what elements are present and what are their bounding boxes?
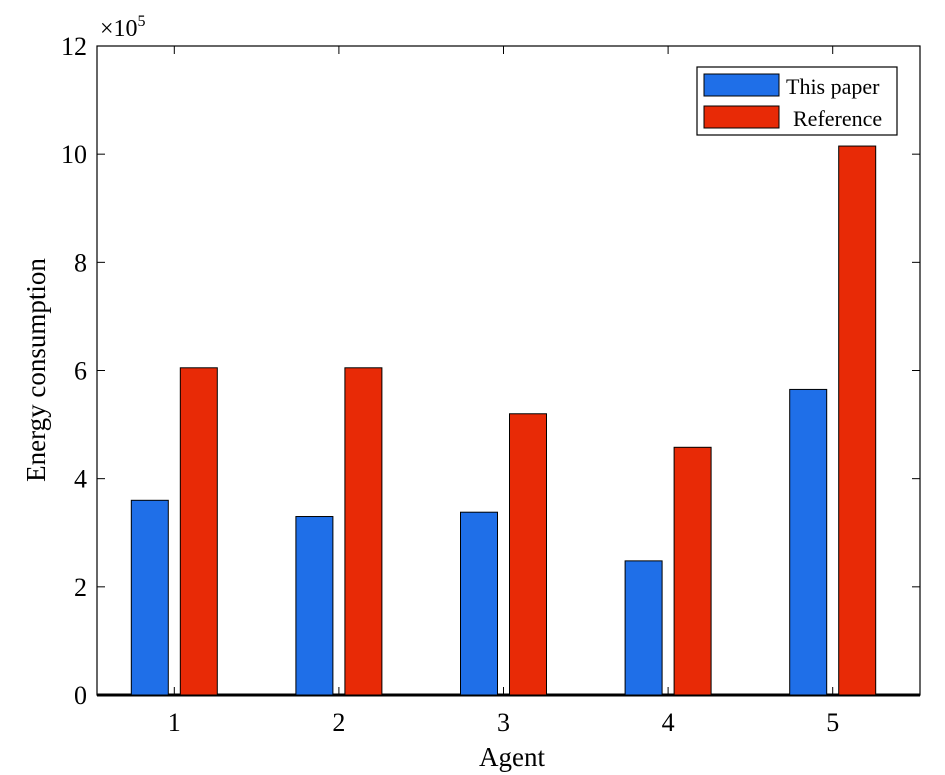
bar-reference-agent-5 — [838, 145, 877, 696]
bar-reference-agent-4 — [673, 446, 712, 696]
y-tick-label: 12 — [61, 32, 87, 61]
bars-group — [130, 145, 877, 696]
y-axis-label: Energy consumption — [21, 258, 51, 482]
x-tick-label: 5 — [826, 708, 839, 737]
plot-area — [96, 45, 921, 697]
y-tick-label: 6 — [74, 357, 87, 386]
legend: This paper Reference — [696, 66, 898, 136]
legend-label-this-paper: This paper — [786, 74, 880, 99]
bar-this-paper-agent-4 — [624, 560, 663, 696]
bar-this-paper-agent-1 — [130, 499, 169, 696]
x-tick-label: 1 — [168, 708, 181, 737]
bar-reference-agent-2 — [344, 367, 383, 696]
y-tick-label: 8 — [74, 248, 87, 277]
legend-swatch-reference — [703, 105, 780, 129]
x-tick-label: 4 — [662, 708, 675, 737]
bar-this-paper-agent-5 — [789, 388, 828, 696]
x-axis-label: Agent — [479, 742, 545, 772]
y-multiplier-base: ×10 — [100, 16, 138, 42]
axes-box — [96, 45, 921, 696]
y-tick-label: 10 — [61, 140, 87, 169]
legend-swatch-this-paper — [703, 73, 780, 97]
x-tick-label: 2 — [332, 708, 345, 737]
y-multiplier: ×105 — [100, 13, 146, 42]
bar-this-paper-agent-3 — [460, 511, 498, 696]
y-multiplier-exponent: 5 — [138, 13, 146, 30]
y-tick-label: 0 — [74, 681, 87, 710]
bar-reference-agent-3 — [509, 413, 547, 696]
legend-label-reference: Reference — [793, 106, 882, 131]
bar-this-paper-agent-2 — [295, 516, 334, 696]
x-tick-label: 3 — [497, 708, 510, 737]
bar-reference-agent-1 — [179, 367, 218, 696]
y-tick-label: 2 — [74, 573, 87, 602]
y-tick-label: 4 — [74, 465, 87, 494]
